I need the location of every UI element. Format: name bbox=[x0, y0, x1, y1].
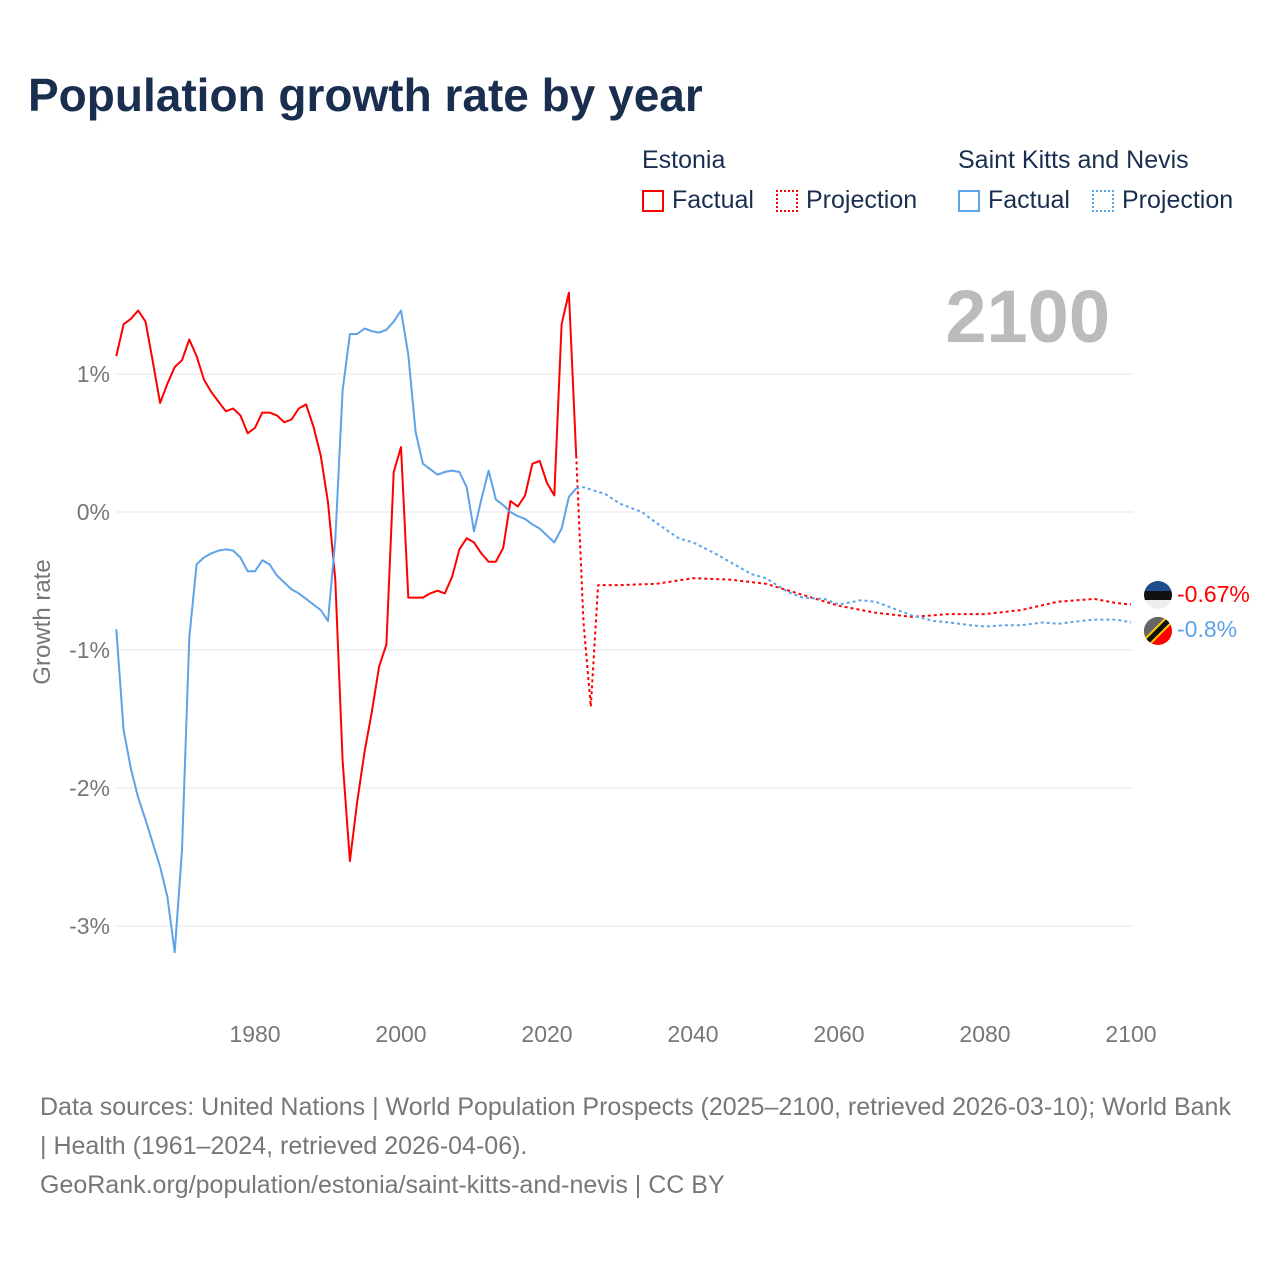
legend-skn-heading: Saint Kitts and Nevis bbox=[958, 146, 1189, 174]
legend-estonia-factual[interactable]: Factual bbox=[642, 186, 754, 215]
swatch-solid-icon bbox=[642, 189, 664, 212]
legend-estonia-heading: Estonia bbox=[642, 146, 726, 174]
legend-label: Factual bbox=[988, 186, 1070, 214]
y-tick-label: 0% bbox=[77, 499, 110, 525]
estonia-factual-line bbox=[115, 291, 578, 863]
legend-estonia-projection[interactable]: Projection bbox=[776, 186, 917, 215]
x-tick-label: 2000 bbox=[375, 1021, 426, 1047]
legend-label: Projection bbox=[1122, 186, 1234, 214]
footer: Data sources: United Nations | World Pop… bbox=[40, 1088, 1240, 1205]
x-tick-label: 2060 bbox=[813, 1021, 864, 1047]
y-tick-label: 1% bbox=[77, 361, 110, 387]
swatch-dotted-icon bbox=[776, 189, 798, 212]
data-sources: Data sources: United Nations | World Pop… bbox=[40, 1093, 1231, 1160]
y-axis-label: Growth rate bbox=[29, 559, 56, 684]
estonia-end-label: -0.67% bbox=[1177, 581, 1250, 607]
plot-area: 1% 0% -1% -2% -3% 1980 2000 2020 2040 2060 2080 210… bbox=[29, 275, 1250, 1047]
estonia-flag-icon bbox=[1144, 581, 1172, 609]
skn-end-label: -0.8% bbox=[1177, 616, 1237, 642]
y-tick-label: -1% bbox=[69, 637, 110, 663]
swatch-dotted-icon bbox=[1092, 189, 1114, 212]
x-tick-label: 2040 bbox=[667, 1021, 718, 1047]
legend-label: Factual bbox=[672, 186, 754, 214]
y-tick-label: -3% bbox=[69, 913, 110, 939]
year-watermark: 2100 bbox=[945, 275, 1110, 358]
x-tick-label: 2080 bbox=[959, 1021, 1010, 1047]
skn-factual-line bbox=[115, 309, 577, 954]
chart-title: Population growth rate by year bbox=[28, 69, 703, 121]
x-tick-label: 2020 bbox=[521, 1021, 572, 1047]
skn-projection-line bbox=[576, 486, 1132, 628]
attribution-link[interactable]: GeoRank.org/population/estonia/saint-kit… bbox=[40, 1171, 725, 1199]
saint-kitts-flag-icon bbox=[1144, 617, 1172, 645]
x-tick-label: 1980 bbox=[229, 1021, 280, 1047]
estonia-projection-line bbox=[575, 455, 1132, 708]
x-tick-label: 2100 bbox=[1105, 1021, 1156, 1047]
y-tick-label: -2% bbox=[69, 775, 110, 801]
legend-skn-projection[interactable]: Projection bbox=[1092, 186, 1233, 215]
legend-label: Projection bbox=[806, 186, 918, 214]
swatch-solid-icon bbox=[958, 189, 980, 212]
legend-skn-factual[interactable]: Factual bbox=[958, 186, 1070, 215]
